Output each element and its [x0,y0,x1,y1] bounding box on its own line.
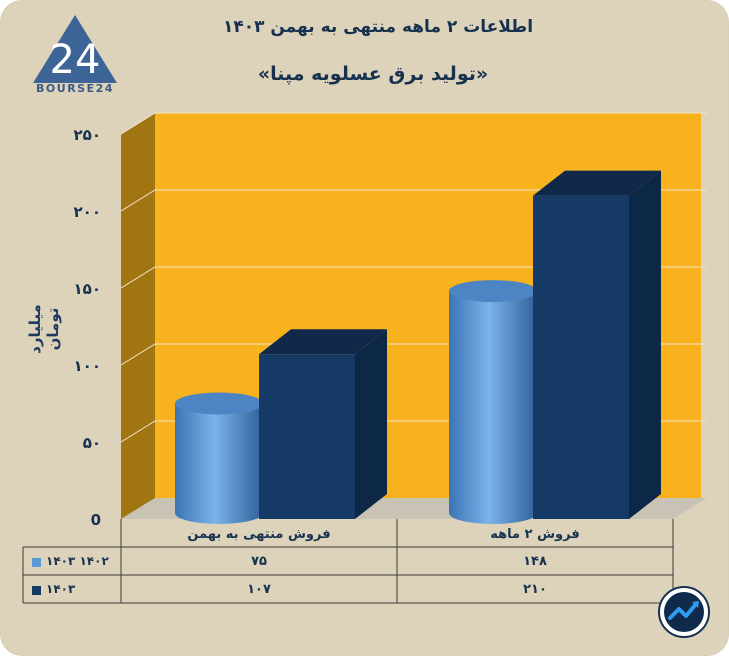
legend-series-label: ۱۴۰۳ [46,582,76,596]
logo-text: BOURSE24 [36,82,114,95]
legend-swatch [32,586,41,595]
box-top [259,329,387,355]
x-category-label: فروش منتهی به بهمن [187,527,331,542]
grid-line [120,189,707,212]
y-tick-label: ۱۵۰ [74,280,101,298]
chart-title: اطلاعات ۲ ماهه منتهی به بهمن ۱۴۰۳ [222,17,534,37]
grid-line [120,112,707,135]
trend-badge-icon [658,586,710,638]
data-value-label: ۱۰۷ [247,582,271,597]
cylinder-body [175,403,263,524]
y-tick-label: ۱۰۰ [74,357,101,375]
y-tick-label: ۲۰۰ [74,203,101,221]
bar-0-series-1 [259,329,387,519]
box-side [629,170,661,519]
y-tick-label: ۵۰ [83,434,101,452]
legend-series-label: ۱۴۰۲ ۱۴۰۳ [46,554,109,568]
box-top [533,170,661,196]
cylinder-body [449,291,537,524]
box-side [355,329,387,519]
y-tick-label: ۲۵۰ [74,126,101,144]
bar-1-series-1 [533,170,661,519]
legend-swatch [32,558,41,567]
bar-1-series-0 [449,280,537,524]
box-front [533,195,629,519]
grid-line [120,266,707,289]
chart-subtitle: «تولید برق عسلویه مپنا» [257,63,489,85]
plot-side-wall [121,113,155,519]
data-value-label: ۱۴۸ [523,554,547,569]
cylinder-top [449,280,537,303]
bourse24-logo: 24 [33,15,117,83]
x-category-label: فروش ۲ ماهه [490,527,580,542]
bar-0-series-0 [175,392,263,524]
logo-number: 24 [50,37,101,83]
data-value-label: ۷۵ [251,554,267,569]
data-value-label: ۲۱۰ [523,582,547,597]
y-tick-label: 0 [91,511,101,529]
cylinder-top [175,392,263,415]
box-front [259,354,355,519]
